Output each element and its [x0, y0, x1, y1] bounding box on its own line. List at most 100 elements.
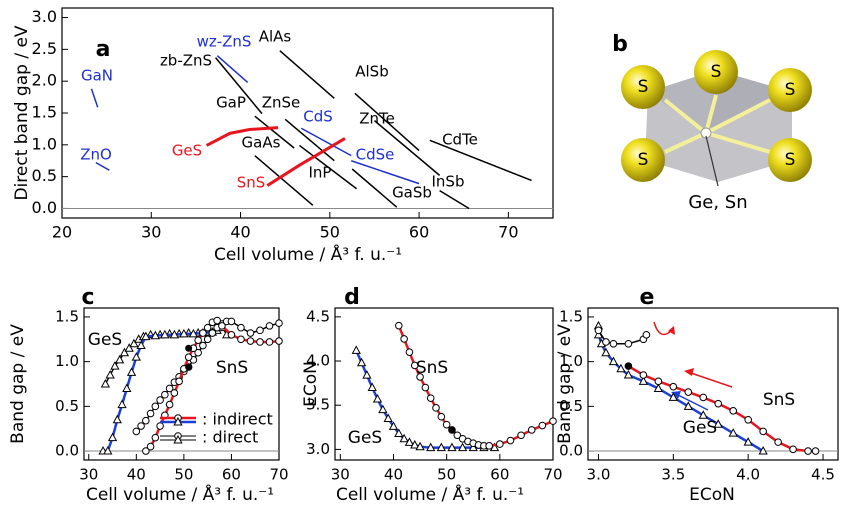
y-tick-label: 4.0 [306, 352, 330, 370]
marker [538, 421, 547, 430]
marker [774, 438, 782, 446]
y-tick-label: 2.0 [32, 71, 57, 90]
series-line [205, 126, 279, 147]
bonds [663, 94, 771, 154]
atom-label: S [785, 80, 796, 100]
y-tick-label: 1.5 [55, 307, 79, 325]
marker [227, 317, 236, 326]
x-axis-label: ECoN [689, 485, 735, 505]
marker [199, 341, 207, 350]
series-label: CdTe [442, 131, 478, 149]
marker [699, 393, 708, 402]
panel-label: d [344, 285, 360, 310]
atom [621, 65, 665, 109]
series-line [300, 127, 352, 157]
series-label: ZnSe [262, 94, 301, 112]
y-tick-label: 3.5 [306, 396, 330, 414]
marker [173, 434, 183, 444]
series-line [351, 160, 420, 185]
marker [126, 367, 137, 376]
annotation: GeS [683, 418, 717, 438]
series-label: GaAs [242, 134, 281, 152]
marker [415, 441, 425, 451]
x-tick-label: 50 [437, 466, 456, 484]
marker [356, 357, 367, 367]
marker [150, 330, 160, 340]
marker [105, 370, 115, 379]
marker [400, 335, 408, 343]
x-tick-label: 3.0 [587, 466, 611, 484]
x-tick-label: 70 [498, 223, 518, 242]
marker [185, 344, 193, 352]
legend-label: : direct [202, 428, 258, 447]
arrow [675, 393, 709, 411]
y-tick-label: 1.0 [32, 134, 57, 153]
panel: 30 40 50 60 70 3.0 3.5 4.0 4.5 Cell volume / Å³ f… [301, 285, 563, 505]
marker [107, 432, 118, 442]
marker [436, 442, 446, 452]
marker [179, 328, 189, 338]
marker [146, 409, 155, 418]
marker [426, 394, 435, 402]
series-line [216, 55, 249, 84]
arrows [653, 321, 733, 411]
marker [372, 393, 383, 403]
marker [351, 345, 361, 354]
marker [218, 322, 226, 330]
marker [246, 329, 255, 337]
marker [447, 442, 457, 452]
series-line [279, 50, 335, 99]
panel-label: e [640, 285, 655, 310]
marker [421, 383, 430, 392]
arrow [687, 371, 733, 388]
y-tick-label: 1.5 [32, 103, 57, 122]
marker [684, 388, 693, 396]
marker [399, 433, 409, 443]
atom-label: S [638, 77, 649, 97]
series-label: InSb [432, 173, 465, 191]
series-line [95, 161, 110, 171]
marker [623, 370, 634, 379]
x-tick-label: 60 [409, 223, 429, 242]
marker [804, 447, 812, 455]
marker [136, 340, 146, 350]
plot-frame [587, 307, 839, 461]
x-tick-label: 40 [384, 466, 403, 484]
series-line [299, 144, 358, 190]
marker [100, 378, 111, 388]
series-label: GaSb [392, 184, 432, 202]
marker [203, 323, 212, 332]
x-tick-label: 20 [52, 223, 72, 242]
panel: 3.0 3.5 4.0 4.5 0.0 0.5 1.0 1.5 ECoN Band gap / e… [555, 285, 839, 505]
marker [194, 348, 202, 357]
marker [146, 442, 155, 451]
marker [394, 428, 404, 437]
marker [156, 396, 164, 404]
y-axis-label: Direct band gap / eV [12, 25, 32, 200]
marker [639, 371, 648, 379]
marker [594, 326, 603, 335]
marker [743, 437, 753, 446]
marker [638, 376, 649, 385]
marker [453, 431, 462, 440]
marker [213, 316, 221, 325]
marker [165, 400, 174, 409]
series-label: wz-ZnS [197, 33, 252, 51]
series-line [214, 57, 263, 115]
marker [131, 352, 141, 361]
y-tick-label: 0.5 [55, 397, 79, 415]
panel-label: a [96, 37, 111, 62]
marker [442, 420, 451, 429]
marker [654, 377, 663, 386]
atom [768, 68, 812, 112]
y-tick-label: 1.0 [559, 352, 583, 370]
marker [129, 338, 139, 348]
x-tick-label: 50 [320, 223, 340, 242]
annotation: GeS [88, 330, 122, 350]
marker [669, 382, 678, 391]
marker [729, 407, 738, 415]
atom-label: S [785, 150, 796, 170]
marker [117, 399, 127, 409]
y-tick-label: 1.5 [559, 307, 583, 325]
marker [405, 348, 414, 356]
